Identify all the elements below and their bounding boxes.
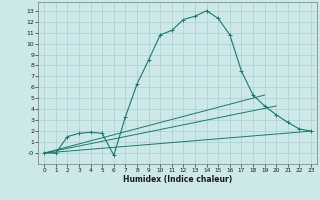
X-axis label: Humidex (Indice chaleur): Humidex (Indice chaleur) [123,175,232,184]
